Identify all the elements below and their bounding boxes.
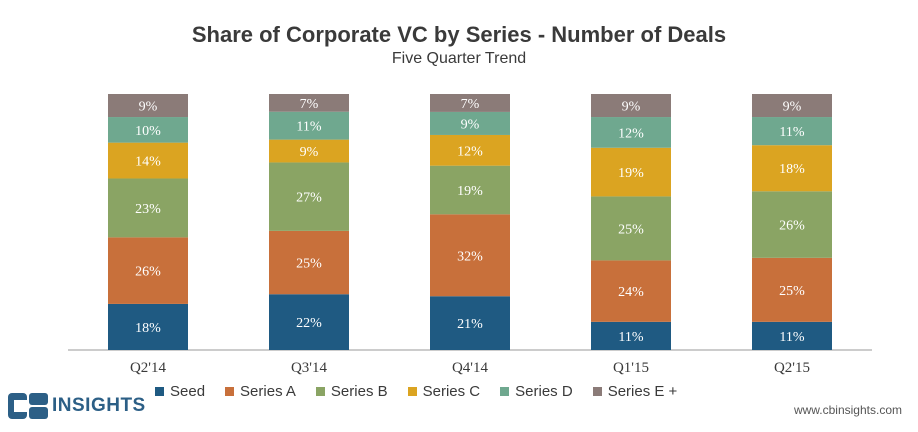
bar-segment [752,257,832,322]
data-label: 11% [779,125,804,140]
bar-segment [269,162,349,231]
data-label: 25% [779,284,805,299]
chart-subtitle: Five Quarter Trend [391,50,527,67]
bar-segment [108,178,188,238]
x-tick-label: Q2'14 [130,360,167,376]
bar-segment [752,94,832,118]
legend-item-series-b: Series B [315,383,388,400]
data-label: 9% [139,100,158,115]
bar-segment [269,139,349,163]
legend-item-series-e: Series E + [592,383,678,400]
logo-text: INSIGHTS [52,395,146,416]
bar-segment [269,230,349,295]
legend-item-series-a: Series A [225,383,296,400]
legend-swatch-seed [155,387,164,396]
bar-segment [430,134,510,166]
bar-segment [591,321,671,350]
bar-segment [430,296,510,350]
data-label: 9% [783,100,802,115]
data-label: 11% [779,330,804,345]
data-label: 10% [135,124,161,139]
x-tick-label: Q4'14 [452,360,489,376]
bar-segment [752,191,832,258]
bar-segment [591,117,671,148]
data-label: 25% [296,257,322,272]
legend-label-series-e: Series E + [607,383,678,400]
data-label: 7% [461,97,480,112]
legend-swatch-series-b [315,387,325,396]
stacked-bar-chart: 18% 26% 23% 14% 10% 9% Q2'14 22% 25% 27% 9% 11% 7% Q3… [68,94,872,376]
bar-segment [591,260,671,322]
data-label: 32% [457,249,483,264]
data-label: 7% [300,97,319,112]
legend-swatch-series-e [592,387,602,396]
data-label: 11% [296,120,321,135]
chart-title: Share of Corporate VC by Series - Number… [191,22,727,47]
bar-segment [108,237,188,304]
bar-segment [591,196,671,261]
bar-segment [591,147,671,197]
legend-item-series-d: Series D [500,383,573,400]
data-label: 22% [296,316,322,331]
website-url: www.cbinsights.com [793,403,902,417]
legend-swatch-series-a [225,387,235,396]
data-label: 26% [135,265,161,280]
bar-segment [430,94,510,112]
legend-item-seed: Seed [155,383,205,400]
data-label: 18% [779,162,805,177]
bar-segment [108,303,188,350]
bar-segment [108,142,188,179]
data-label: 14% [135,155,161,170]
x-tick-label: Q1'15 [613,360,649,376]
data-label: 26% [779,219,805,234]
data-label: 9% [300,145,319,160]
legend-label-seed: Seed [170,383,206,400]
legend-label-series-b: Series B [330,383,388,400]
legend-swatch-series-c [407,387,417,396]
data-label: 23% [135,202,161,217]
data-label: 9% [622,100,641,115]
cb-logo-mark-icon [8,393,48,419]
data-label: 24% [618,285,644,300]
bar-segment [430,111,510,135]
data-label: 27% [296,191,322,206]
bar-segment [269,94,349,112]
data-label: 12% [618,126,644,141]
data-label: 21% [457,317,483,332]
bar-segment [108,94,188,118]
bar-segment [752,321,832,350]
bar-segment [430,165,510,215]
data-label: 19% [457,184,483,199]
bar-segment [591,94,671,118]
bar-segment [269,111,349,140]
bar-segment [430,214,510,297]
data-label: 12% [457,144,483,159]
data-label: 18% [135,321,161,336]
bar-segment [108,117,188,143]
bar-segment [752,117,832,146]
cb-insights-logo: INSIGHTS [8,393,146,419]
legend: Seed Series A Series B Series C Series D… [155,383,677,400]
legend-label-series-c: Series C [422,383,481,400]
data-label: 25% [618,222,644,237]
bar-segment [752,145,832,192]
data-label: 11% [618,330,643,345]
legend-swatch-series-d [500,387,510,396]
bar-segment [269,294,349,350]
x-tick-label: Q2'15 [774,360,810,376]
legend-label-series-d: Series D [515,383,573,400]
data-label: 9% [461,117,480,132]
legend-label-series-a: Series A [240,383,296,400]
x-tick-label: Q3'14 [291,360,328,376]
legend-item-series-c: Series C [407,383,481,400]
data-label: 19% [618,166,644,181]
